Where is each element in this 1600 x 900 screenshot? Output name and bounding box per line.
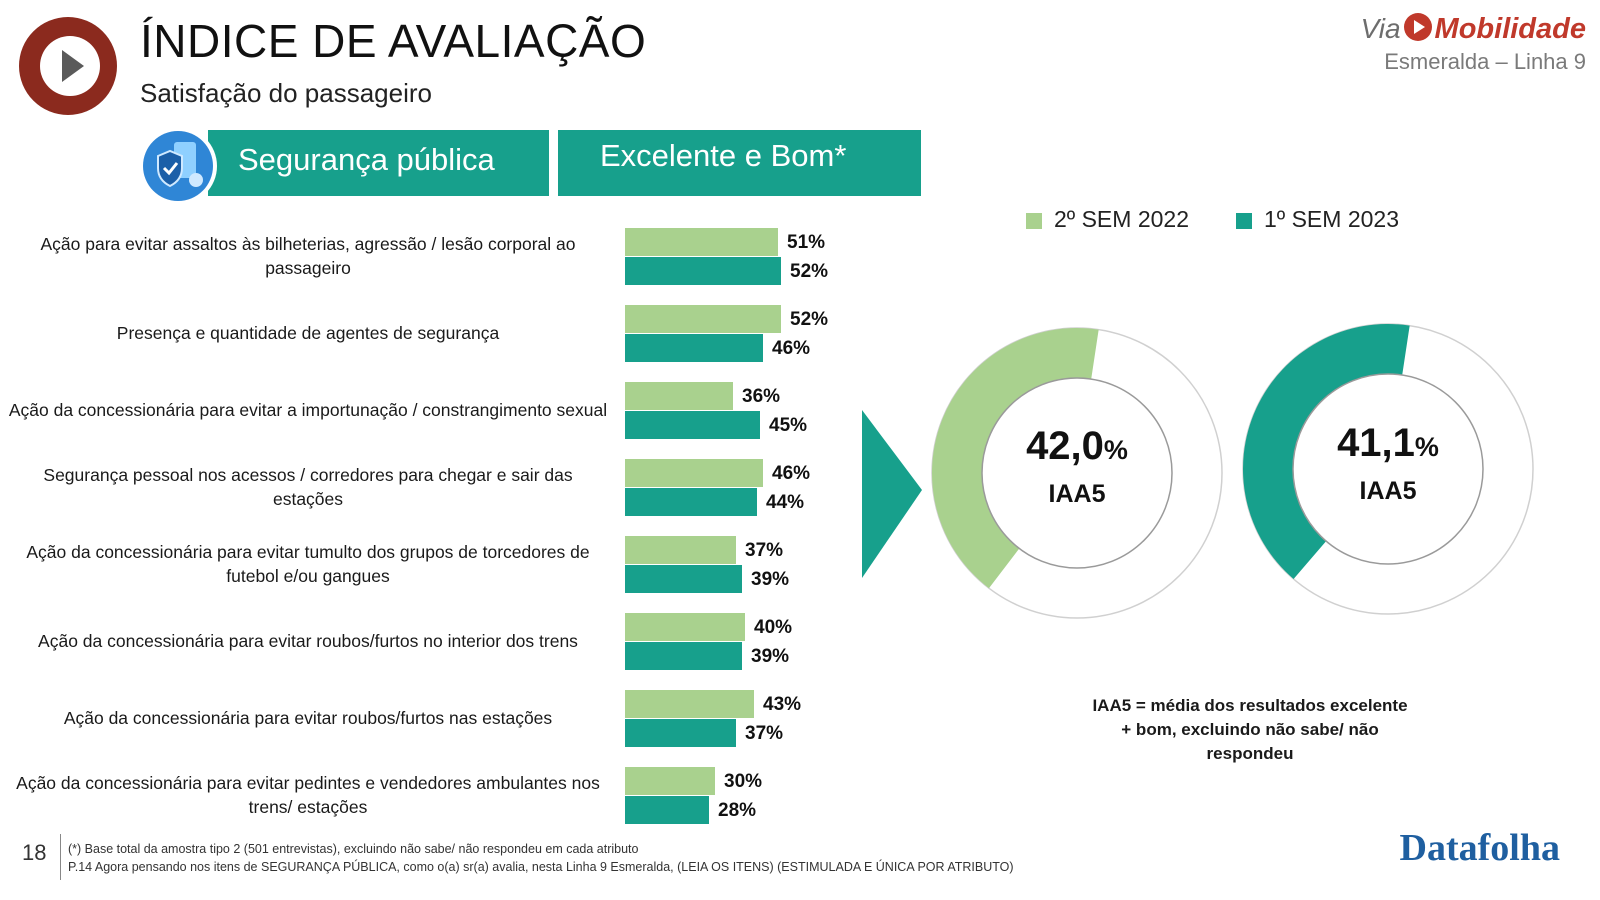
donut-hole [1292,373,1484,565]
legend-swatch-2022 [1026,212,1042,229]
donut-value-2022: 42,0% [977,424,1177,469]
iaa5-note: IAA5 = média dos resultados excelente + … [1092,696,1408,763]
brand-logo: Via Mobilidade Esmeralda – Linha 9 [1361,12,1586,75]
bar-value-label: 40% [754,617,793,638]
donut-slice-2022 [932,327,1099,589]
right-arrow-icon [860,410,924,585]
bar-2022 [625,536,736,564]
footer-divider [60,834,61,880]
legend-item-2022: 2º SEM 2022 [1026,206,1189,233]
bar-value-label: 51% [787,232,826,253]
bar-2023 [625,796,709,824]
donut-label-2022: IAA5 [1048,480,1106,508]
legend-label-2022: 2º SEM 2022 [1054,206,1189,232]
play-icon [19,17,117,115]
theme-label: Segurança pública [238,142,495,177]
bar-2023 [625,334,763,362]
logo-badge [18,16,118,116]
brand-name: Mobilidade [1434,13,1586,45]
bar-2022 [625,305,781,333]
bar-value-label: 43% [763,694,802,715]
bar-2022 [625,382,733,410]
bar-2023 [625,642,742,670]
category-label: Ação da concessionária para evitar pedin… [16,773,600,817]
bar-chart: Ação para evitar assaltos às bilheterias… [0,220,900,830]
category-label: Ação da concessionária para evitar roubo… [38,631,578,651]
bar-value-label: 39% [751,646,790,667]
donut-hole [981,377,1173,569]
bar-2023 [625,257,781,285]
page-title: ÍNDICE DE AVALIAÇÃO [140,15,647,67]
donut-slice-2023 [1243,324,1410,580]
bar-value-label: 46% [772,463,811,484]
bar-2022 [625,228,778,256]
donut-charts [931,323,1534,619]
bar-value-label: 36% [742,386,781,407]
legend-swatch-2023 [1236,212,1252,229]
line-name: Esmeralda – Linha 9 [1384,49,1586,74]
datafolha-logo: Datafolha [1399,827,1560,869]
category-label: Ação da concessionária para evitar a imp… [8,400,608,420]
donut-label-2023: IAA5 [1359,477,1417,505]
bar-2022 [625,613,745,641]
footer-notes: (*) Base total da amostra tipo 2 (501 en… [68,840,1014,876]
legend-item-2023: 1º SEM 2023 [1236,206,1399,233]
category-label: Ação da concessionária para evitar roubo… [63,708,553,728]
donut-value-2023-number: 41,1 [1337,421,1415,465]
page-number: 18 [22,840,47,865]
category-label: Segurança pessoal nos acessos / corredor… [43,465,573,509]
category-label: Ação da concessionária para evitar tumul… [26,542,590,586]
footer-question-note: P.14 Agora pensando nos itens de SEGURAN… [68,860,1014,874]
donut-value-2022-number: 42,0 [1026,424,1104,468]
brand-prefix: Via [1360,13,1401,44]
bar-value-label: 37% [745,723,784,744]
category-label: Presença e quantidade de agentes de segu… [116,323,500,343]
bar-2023 [625,488,757,516]
bar-value-label: 44% [766,492,805,513]
bar-value-label: 28% [718,800,757,821]
bar-value-label: 39% [751,569,790,590]
page-subtitle: Satisfação do passageiro [140,78,432,108]
legend-label-2023: 1º SEM 2023 [1264,206,1399,232]
bar-2023 [625,719,736,747]
bar-value-label: 30% [724,771,763,792]
bar-2023 [625,411,760,439]
bar-2022 [625,690,754,718]
bar-value-label: 52% [790,261,829,282]
metric-banner: Excelente e Bom* [558,130,921,196]
metric-label: Excelente e Bom* [600,138,847,173]
bar-value-label: 52% [790,309,829,330]
security-shield-icon [138,126,218,206]
bar-value-label: 37% [745,540,784,561]
bar-2022 [625,767,715,795]
category-label: Ação para evitar assaltos às bilheterias… [40,234,576,278]
donut-value-2023: 41,1% [1288,421,1488,466]
donut-value-2023-unit: % [1414,432,1439,462]
donut-value-2022-unit: % [1103,435,1128,465]
brand-play-icon [1403,12,1433,47]
bar-value-label: 45% [769,415,808,436]
footer-base-note: (*) Base total da amostra tipo 2 (501 en… [68,842,639,856]
bar-2022 [625,459,763,487]
bar-value-label: 46% [772,338,811,359]
theme-banner: Segurança pública [208,130,549,196]
bar-2023 [625,565,742,593]
